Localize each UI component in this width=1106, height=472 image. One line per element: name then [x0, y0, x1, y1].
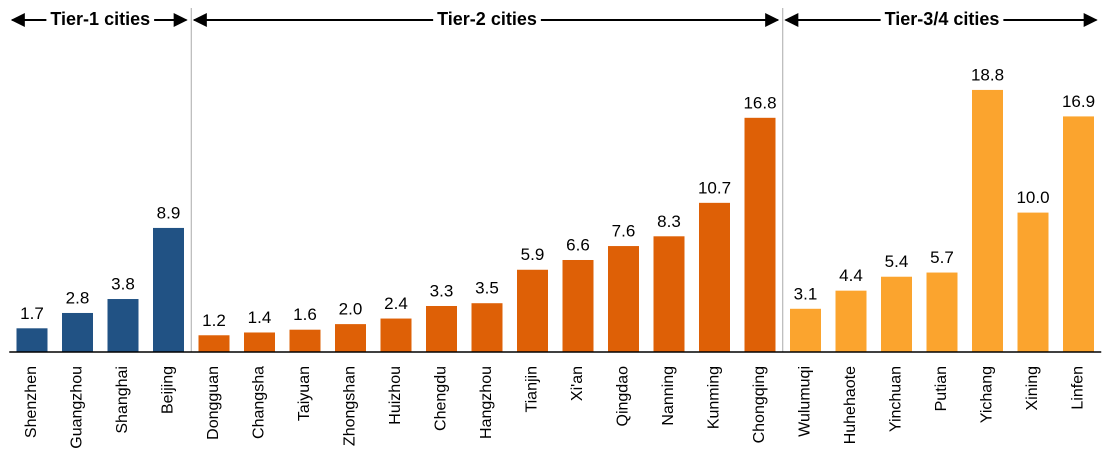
x-tick-label: Shenzhen	[23, 366, 40, 438]
x-tick-label: Changsha	[251, 366, 268, 439]
bar	[380, 318, 412, 352]
value-label: 1.4	[248, 308, 272, 327]
x-tick-label: Beijing	[160, 366, 177, 414]
bar	[107, 299, 139, 352]
x-tick-label: Tianjin	[524, 366, 541, 413]
bar	[471, 303, 503, 352]
value-label: 1.7	[20, 304, 44, 323]
value-label: 5.4	[885, 252, 909, 271]
x-tick-label: Zhongshan	[342, 366, 359, 446]
x-tick-label: Wulumuqi	[797, 366, 814, 437]
x-tick-label: Nanning	[660, 366, 677, 426]
bar	[426, 305, 457, 352]
x-tick-label: Dongguan	[205, 366, 222, 440]
x-tick-label: Shanghai	[114, 366, 131, 434]
bar	[881, 276, 912, 352]
value-label: 8.9	[157, 203, 181, 222]
value-label: 6.6	[566, 235, 590, 254]
x-tick-label: Qingdao	[615, 366, 632, 427]
header-bg	[880, 8, 1004, 29]
value-label: 1.2	[202, 311, 226, 330]
value-label: 3.5	[475, 279, 499, 298]
bar	[153, 227, 184, 352]
bar	[198, 335, 230, 352]
bar	[1017, 212, 1049, 352]
x-tick-label: Hangzhou	[478, 366, 495, 439]
value-label: 16.8	[743, 93, 776, 112]
value-label: 7.6	[612, 222, 636, 241]
bar	[835, 290, 867, 352]
bar	[62, 312, 93, 352]
x-tick-label: Putian	[933, 366, 950, 411]
bar	[653, 236, 685, 352]
header-bg	[433, 8, 541, 29]
group-header: Tier-3/4 cities	[885, 9, 1000, 29]
value-label: 10.0	[1016, 188, 1049, 207]
x-tick-label: Huizhou	[387, 366, 404, 425]
header-bg	[46, 8, 155, 29]
x-tick-label: Yichang	[979, 366, 996, 423]
x-tick-label: Xi'an	[569, 366, 586, 401]
bar	[699, 202, 730, 352]
value-label: 10.7	[698, 178, 731, 197]
bar	[744, 117, 776, 352]
bar	[289, 329, 321, 352]
bar	[517, 269, 548, 352]
bar	[244, 332, 275, 352]
x-tick-label: Chengdu	[433, 366, 450, 431]
bar	[972, 89, 1003, 352]
x-tick-label: Yinchuan	[888, 366, 905, 432]
value-label: 5.7	[930, 248, 954, 267]
value-label: 3.1	[794, 284, 818, 303]
value-label: 1.6	[293, 305, 317, 324]
x-tick-label: Kunming	[706, 366, 723, 429]
value-label: 2.0	[339, 300, 363, 319]
value-label: 3.8	[111, 275, 135, 294]
value-label: 3.3	[430, 281, 454, 300]
bar	[1063, 116, 1094, 352]
value-label: 5.9	[521, 245, 545, 264]
value-label: 16.9	[1062, 92, 1095, 111]
bar	[562, 259, 594, 352]
x-tick-label: Xining	[1024, 366, 1041, 410]
group-header: Tier-2 cities	[437, 9, 537, 29]
x-tick-label: Chongqing	[751, 366, 768, 443]
value-label: 4.4	[839, 266, 863, 285]
bar	[926, 272, 958, 352]
x-tick-label: Taiyuan	[296, 366, 313, 421]
bar	[790, 308, 821, 352]
x-tick-label: Guangzhou	[69, 366, 86, 449]
value-label: 8.3	[657, 212, 681, 231]
group-header: Tier-1 cities	[50, 9, 150, 29]
bar	[335, 324, 366, 352]
value-label: 2.4	[384, 294, 408, 313]
value-label: 18.8	[971, 65, 1004, 84]
x-tick-label: Linfen	[1070, 366, 1087, 410]
bar	[16, 328, 48, 352]
x-tick-label: Huhehaote	[842, 366, 859, 444]
value-label: 2.8	[66, 288, 90, 307]
bar	[608, 246, 639, 352]
